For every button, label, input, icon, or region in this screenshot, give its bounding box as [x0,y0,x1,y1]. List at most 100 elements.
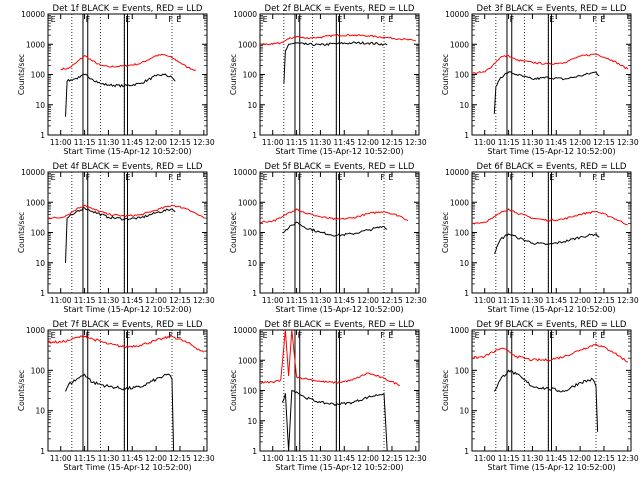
x-tick-label: 12:30 [617,138,639,147]
x-tick-label: 11:30 [310,454,332,463]
x-tick-label: 11:00 [50,138,72,147]
lld-series-line [60,53,197,71]
x-tick-label: 11:45 [545,454,567,463]
events-series-line [65,373,175,451]
lld-series-line [48,334,205,353]
y-axis-label: Counts/sec [229,212,238,253]
x-tick-label: 12:00 [145,296,167,305]
event-marker-label: F [592,15,597,24]
lld-series-line [260,208,409,224]
event-marker-label: E [51,15,56,24]
x-tick-label: 11:15 [74,296,96,305]
event-marker-label: E [263,173,268,182]
y-tick-label: 10 [35,101,45,110]
event-marker-label: E [388,331,393,340]
event-marker-label: E [125,173,130,182]
event-marker-label: F [592,331,597,340]
event-marker-label: E [337,331,342,340]
event-marker-label: E [475,15,480,24]
y-tick-label: 1 [40,289,45,298]
event-marker-label: F [86,173,91,182]
panel-title: Det 1f BLACK = Events, RED = LLD [53,4,203,14]
event-marker-label: F [298,173,303,182]
lld-series-line [472,208,628,226]
x-tick-label: 11:30 [98,296,120,305]
x-tick-label: 12:00 [569,454,591,463]
x-tick-label: 12:30 [617,454,639,463]
x-tick-label: 12:00 [569,296,591,305]
x-tick-label: 11:45 [545,296,567,305]
event-marker-label: F [510,173,515,182]
y-tick-label: 100 [455,366,470,375]
y-tick-label: 1 [464,131,469,140]
panel-det-6: Det 6f BLACK = Events, RED = LLD 1 10 100 10… [441,162,639,314]
y-axis-label: Counts/sec [441,370,450,411]
y-tick-label: 1000 [238,356,257,365]
y-tick-label: 10 [459,259,469,268]
y-axis-label: Counts/sec [17,54,26,95]
x-tick-label: 11:30 [98,138,120,147]
x-axis-label: Start Time (15-Apr-12 10:52:00) [487,147,615,156]
x-tick-label: 12:30 [405,454,427,463]
y-tick-label: 1000 [450,40,469,49]
y-tick-label: 10 [459,407,469,416]
event-marker-label: E [475,173,480,182]
x-tick-label: 11:30 [522,296,544,305]
x-tick-label: 12:30 [193,454,215,463]
panel-det-1: Det 1f BLACK = Events, RED = LLD 1 10 100 10… [17,4,215,156]
panel-det-8: Det 8f BLACK = Events, RED = LLD 1 10 100 10… [229,320,427,472]
y-axis-label: Counts/sec [229,54,238,95]
events-series-line [282,221,388,237]
x-tick-label: 11:00 [474,296,496,305]
x-axis-label: Start Time (15-Apr-12 10:52:00) [275,463,403,472]
y-tick-label: 100 [243,71,258,80]
event-marker-label: E [600,331,605,340]
event-marker-label: E [475,331,480,340]
panel-det-7: Det 7f BLACK = Events, RED = LLD 1 10 100 10… [17,320,215,472]
x-tick-label: 11:45 [545,138,567,147]
lld-series-line [48,204,205,220]
panel-det-2: Det 2f BLACK = Events, RED = LLD 1 10 100 10… [229,4,427,156]
event-marker-label: F [510,331,515,340]
event-marker-label: E [337,15,342,24]
event-marker-label: E [549,15,554,24]
y-tick-label: 1 [252,131,257,140]
lld-series-line [472,343,628,363]
event-marker-label: F [592,173,597,182]
y-tick-label: 10000 [233,10,257,19]
x-tick-label: 11:00 [50,296,72,305]
x-tick-label: 11:45 [121,296,143,305]
event-marker-label: E [549,331,554,340]
x-tick-label: 12:15 [381,296,403,305]
lld-series-line [472,53,629,75]
y-tick-label: 1 [40,447,45,456]
event-marker-label: E [388,15,393,24]
x-tick-label: 11:15 [286,454,308,463]
event-marker-label: E [51,331,56,340]
event-marker-label: E [600,173,605,182]
y-tick-label: 100 [31,229,46,238]
x-axis-label: Start Time (15-Apr-12 10:52:00) [487,463,615,472]
panel-title: Det 9f BLACK = Events, RED = LLD [477,320,627,330]
y-tick-label: 10000 [445,10,469,19]
event-marker-label: E [337,173,342,182]
y-tick-label: 1000 [26,40,45,49]
x-tick-label: 11:15 [286,138,308,147]
event-marker-label: E [600,15,605,24]
x-tick-label: 11:00 [262,138,284,147]
x-axis-label: Start Time (15-Apr-12 10:52:00) [275,305,403,314]
x-tick-label: 11:45 [333,296,355,305]
x-tick-label: 12:15 [169,138,191,147]
panel-det-4: Det 4f BLACK = Events, RED = LLD 1 10 100 10… [17,162,215,314]
events-series-line [493,71,600,114]
event-marker-label: F [380,173,385,182]
x-tick-label: 11:00 [262,296,284,305]
x-tick-label: 11:15 [498,138,520,147]
panel-title: Det 6f BLACK = Events, RED = LLD [477,162,627,172]
panel-title: Det 3f BLACK = Events, RED = LLD [477,4,627,14]
event-marker-label: F [168,15,173,24]
x-axis-label: Start Time (15-Apr-12 10:52:00) [63,463,191,472]
y-tick-label: 10 [247,417,257,426]
events-series-line [283,41,388,84]
